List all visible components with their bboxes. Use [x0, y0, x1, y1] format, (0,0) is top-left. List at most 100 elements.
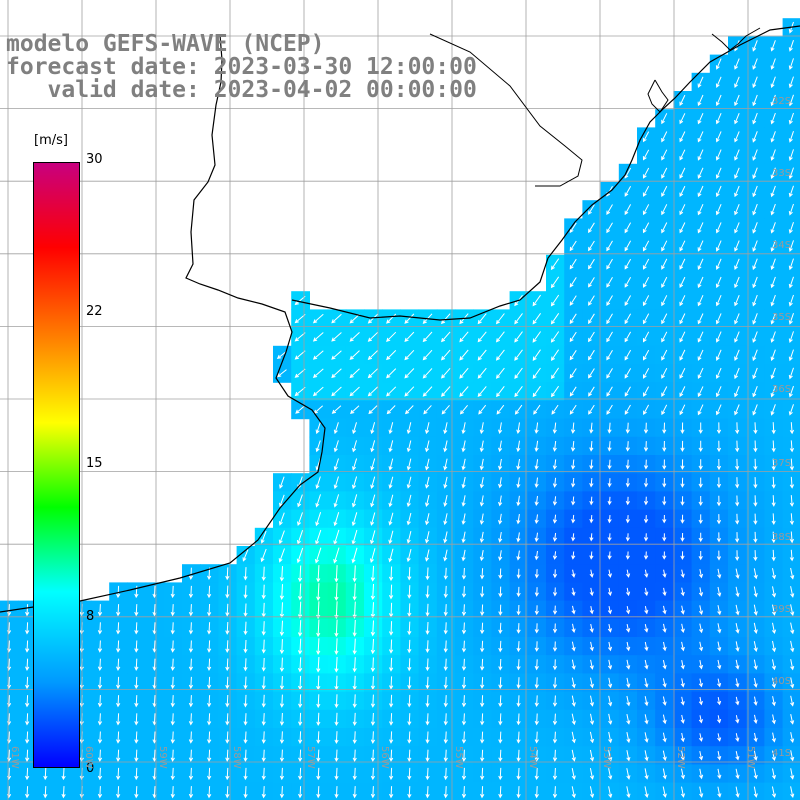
wind-arrow — [770, 58, 776, 70]
wind-arrow — [516, 786, 521, 799]
wind-arrow — [642, 258, 650, 270]
wind-arrow — [606, 258, 613, 270]
wind-arrow — [734, 222, 740, 234]
wind-arrow — [753, 659, 758, 671]
wind-arrow — [334, 565, 339, 583]
wind-arrow — [331, 386, 342, 397]
wind-arrow — [624, 204, 632, 216]
wind-arrow — [788, 76, 794, 89]
wind-arrow — [770, 313, 776, 325]
wind-arrow — [459, 404, 468, 415]
wind-arrow — [207, 585, 212, 599]
wind-arrow — [771, 714, 776, 725]
wind-arrow — [461, 658, 467, 671]
wind-arrow — [207, 786, 212, 799]
wind-arrow — [661, 131, 668, 143]
wind-arrow — [770, 112, 776, 125]
wind-arrow — [461, 713, 467, 726]
wind-arrow — [626, 623, 631, 633]
wind-arrow — [443, 767, 448, 781]
wind-arrow — [207, 767, 212, 781]
wind-arrow — [644, 659, 649, 670]
wind-arrow — [498, 532, 503, 543]
wind-arrow — [406, 476, 412, 489]
wind-arrow — [752, 367, 758, 380]
wind-arrow — [312, 386, 324, 397]
wind-arrow — [116, 585, 121, 599]
wind-arrow — [370, 565, 376, 582]
wind-arrow — [697, 331, 704, 343]
wind-arrow — [753, 604, 758, 616]
wind-arrow — [225, 640, 230, 653]
wind-arrow — [97, 749, 103, 762]
wind-arrow — [225, 585, 230, 599]
wind-arrow — [734, 113, 740, 125]
lat-label-37s: 37S — [772, 458, 792, 469]
wind-arrow — [334, 694, 339, 709]
wind-arrow — [698, 496, 703, 507]
wind-arrow — [550, 385, 560, 398]
wind-arrow — [386, 313, 397, 324]
wind-arrow — [717, 568, 722, 579]
wind-arrow — [370, 749, 376, 763]
wind-arrow — [624, 295, 632, 306]
wind-arrow — [680, 696, 685, 706]
wind-arrow — [188, 622, 194, 635]
wind-arrow — [316, 749, 321, 763]
wind-arrow — [388, 530, 394, 545]
wind-arrow — [498, 440, 503, 453]
wind-arrow — [753, 622, 758, 634]
wind-arrow — [698, 696, 703, 706]
wind-arrow — [532, 385, 541, 398]
wind-arrow — [753, 586, 758, 598]
wind-arrow — [388, 422, 394, 435]
wind-arrow — [753, 568, 758, 580]
wind-arrow — [170, 604, 175, 617]
wind-arrow — [425, 494, 430, 508]
wind-arrow — [261, 639, 266, 654]
wind-arrow — [496, 404, 505, 415]
wind-arrow — [571, 623, 576, 634]
wind-arrow — [534, 786, 539, 799]
wind-arrow — [788, 149, 794, 161]
wind-arrow — [698, 641, 704, 652]
wind-arrow — [680, 750, 685, 761]
wind-arrow — [607, 551, 612, 560]
wind-arrow — [717, 697, 722, 706]
wind-arrow — [788, 313, 794, 325]
wind-arrow — [97, 695, 103, 708]
wind-arrow — [534, 659, 539, 671]
wind-arrow — [516, 713, 521, 726]
wind-arrow — [516, 532, 521, 543]
wind-arrow — [461, 749, 467, 762]
wind-arrow — [425, 658, 430, 672]
wind-arrow — [625, 478, 630, 488]
wind-arrow — [790, 659, 795, 671]
wind-arrow — [770, 131, 776, 143]
wind-arrow — [534, 459, 539, 471]
wind-arrow — [715, 349, 722, 361]
wind-arrow — [134, 767, 139, 781]
wind-arrow — [788, 331, 794, 343]
wind-arrow — [333, 494, 340, 508]
wind-arrow — [261, 713, 266, 726]
wind-arrow — [534, 623, 539, 634]
wind-arrow — [243, 567, 248, 581]
wind-arrow — [298, 694, 303, 709]
wind-arrow — [477, 313, 487, 325]
wind-arrow — [717, 586, 722, 598]
wind-arrow — [425, 567, 430, 581]
wind-arrow — [661, 222, 668, 234]
wind-arrow — [552, 422, 557, 434]
wind-arrow — [715, 404, 722, 416]
wind-arrow — [715, 295, 722, 307]
wind-arrow — [571, 768, 576, 780]
wind-arrow — [516, 695, 521, 708]
wind-arrow — [734, 276, 740, 289]
wind-arrow — [624, 222, 632, 234]
wind-arrow — [589, 515, 594, 524]
wind-arrow — [608, 749, 613, 762]
wind-arrow — [552, 514, 558, 524]
wind-arrow — [370, 530, 376, 545]
wind-arrow — [606, 313, 613, 325]
